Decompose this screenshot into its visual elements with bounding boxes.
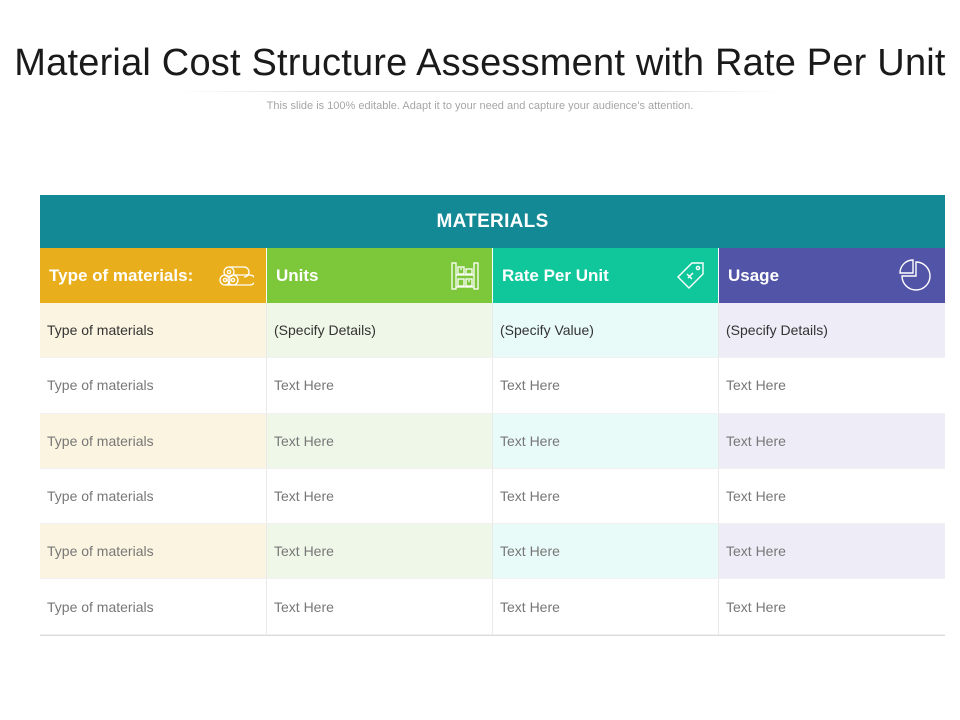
table-cell: Type of materials	[40, 524, 266, 579]
table-cell: Text Here	[492, 413, 718, 468]
table-cell: Type of materials	[47, 598, 154, 615]
column-header-label: Usage	[728, 265, 780, 285]
table-row: Type of materials Text Here Text Here Te…	[40, 413, 945, 469]
price-tag-icon	[676, 261, 706, 291]
table-band-header: MATERIALS	[40, 195, 945, 248]
table-cell: Type of materials	[40, 413, 266, 468]
band-label: MATERIALS	[436, 210, 549, 232]
table-cell: Text Here	[266, 524, 492, 579]
table-row: Type of materials Text Here Text Here Te…	[40, 358, 945, 414]
table-cell: Text Here	[492, 524, 718, 579]
column-header-label: Rate Per Unit	[502, 265, 609, 285]
table-cell: Text Here	[266, 579, 492, 634]
table-cell: Text Here	[718, 468, 945, 524]
pallet-rack-icon	[450, 261, 480, 291]
page-subtitle: This slide is 100% editable. Adapt it to…	[266, 100, 694, 112]
column-header-usage: Usage	[718, 248, 945, 303]
table-cell: Type of materials	[47, 488, 154, 505]
table-row: Type of materials Text Here Text Here Te…	[40, 579, 945, 635]
material-rolls-icon	[218, 263, 254, 289]
table-cell: Text Here	[718, 579, 945, 634]
table-cell: Text Here	[266, 468, 492, 524]
table-cell: Text Here	[718, 413, 945, 468]
table-bottom-rule	[40, 634, 945, 636]
title-divider	[180, 91, 780, 92]
table-cell: Text Here	[266, 358, 492, 413]
page-title: Material Cost Structure Assessment with …	[14, 42, 946, 84]
table-cell: Type of materials	[47, 377, 154, 394]
table-cell: Text Here	[718, 524, 945, 579]
table-cell: Text Here	[266, 413, 492, 468]
column-header-type: Type of materials:	[40, 248, 266, 303]
table-cell: (Specify Details)	[718, 303, 945, 358]
table-row: Type of materials Text Here Text Here Te…	[40, 468, 945, 525]
column-header-row: Type of materials: Units	[40, 248, 945, 303]
column-header-label: Type of materials:	[49, 265, 194, 285]
column-header-label: Units	[276, 265, 319, 285]
table-cell: Type of materials	[40, 303, 266, 358]
table-row: Type of materials (Specify Details) (Spe…	[40, 303, 945, 359]
column-header-rate: Rate Per Unit	[492, 248, 718, 303]
materials-table: MATERIALS Type of materials: Units	[40, 195, 945, 636]
table-row: Type of materials Text Here Text Here Te…	[40, 524, 945, 580]
pie-chart-icon	[899, 258, 933, 293]
table-cell: (Specify Details)	[266, 303, 492, 358]
table-cell: (Specify Value)	[492, 303, 718, 358]
table-cell: Text Here	[718, 358, 945, 413]
column-header-units: Units	[266, 248, 492, 303]
table-cell: Text Here	[492, 579, 718, 634]
table-cell: Text Here	[492, 468, 718, 524]
table-cell: Text Here	[492, 358, 718, 413]
